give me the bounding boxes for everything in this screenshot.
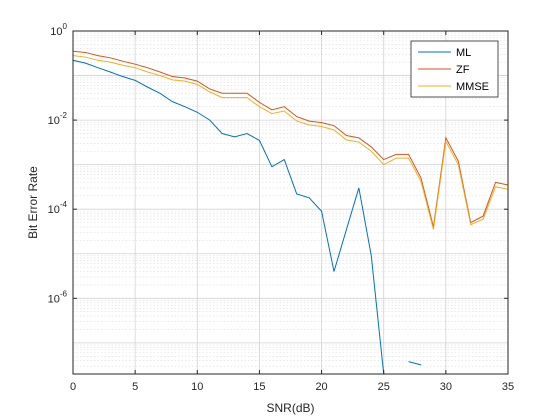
series-line-ml [73,59,422,374]
x-tick-label: 25 [378,381,390,393]
y-tick-label: 100 [50,22,67,38]
minor-grid [73,32,508,375]
tick-layer: 0 5 10 15 20 25 30 35 10-6 10-4 10-2 100 [48,22,515,393]
x-tick-label: 30 [440,381,452,393]
major-grid [72,30,509,374]
y-tick-label: 10-2 [48,111,68,127]
series-layer [73,50,508,374]
legend-label-ml: ML [456,47,471,59]
legend-label-mmse: MMSE [456,81,489,93]
x-tick-label: 15 [253,381,265,393]
x-tick-label: 35 [502,381,514,393]
legend: ML ZF MMSE [410,40,499,98]
x-tick-label: 20 [315,381,327,393]
plot-border [72,30,509,375]
x-tick-label: 10 [191,381,203,393]
x-tick-label: 0 [70,381,76,393]
x-tick-label: 5 [132,381,138,393]
x-axis-label: SNR(dB) [266,401,314,415]
y-tick-label: 10-6 [48,289,68,305]
legend-label-zf: ZF [456,64,470,76]
series-line-mmse [73,55,508,230]
y-axis-label: Bit Error Rate [26,166,40,239]
y-tick-label: 10-4 [48,200,68,216]
